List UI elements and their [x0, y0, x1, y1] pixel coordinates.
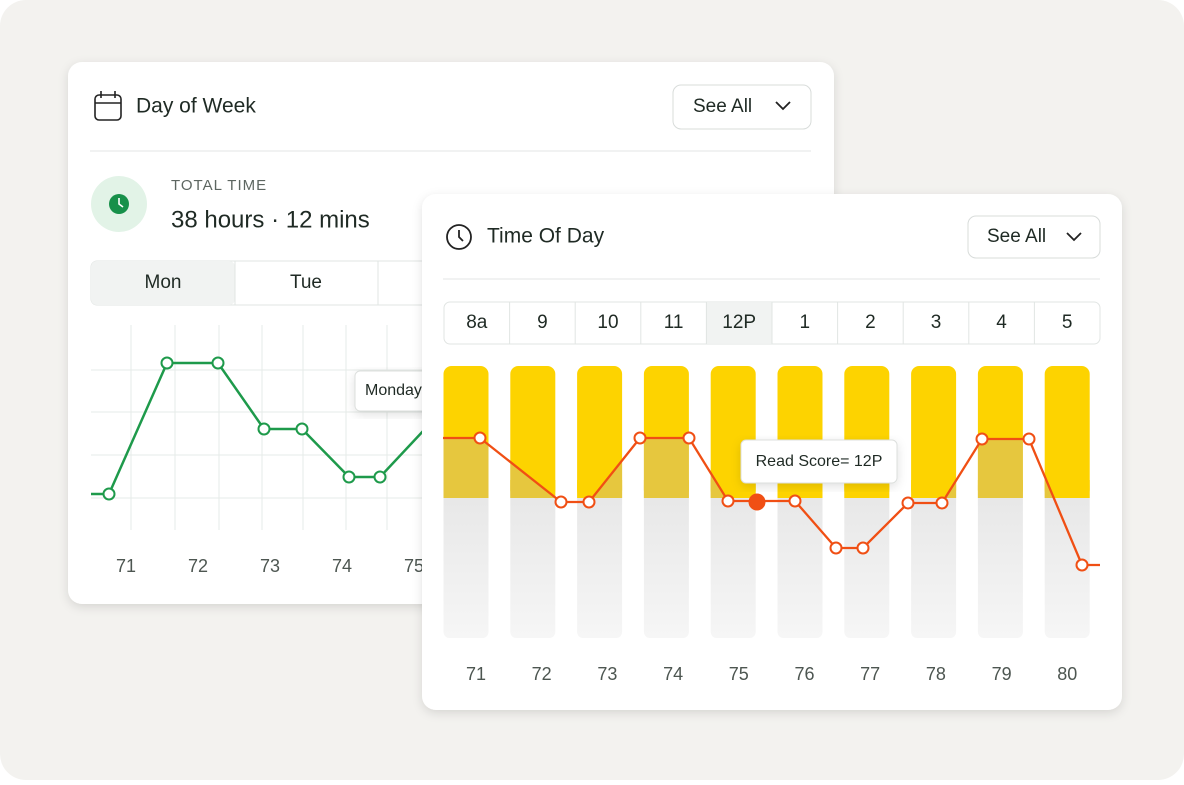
clock-icon [446, 224, 472, 250]
bar-bottom [1044, 480, 1090, 638]
time-of-day-card: Time Of Day See All 8a 9 10 11 12P 1 2 3 4 5 Read… [422, 194, 1122, 710]
bar-top-square [443, 480, 489, 498]
bar-bottom [911, 480, 957, 638]
bar-bottom [510, 480, 556, 638]
total-label: TOTAL TIME [171, 177, 267, 194]
x-label: 74 [663, 664, 683, 684]
see-all-button[interactable] [967, 215, 1101, 259]
x-label: 77 [860, 664, 880, 684]
x-label: 71 [116, 556, 136, 576]
x-label: 75 [729, 664, 749, 684]
bar-bottom [577, 480, 623, 638]
x-label: 72 [188, 556, 208, 576]
bar-top-square [777, 480, 823, 498]
tab-active [91, 261, 235, 305]
bar-top-square [844, 480, 890, 498]
tooltip-text: Read Score= 12P [756, 453, 883, 470]
clock-hands [458, 230, 464, 242]
x-label: 71 [466, 664, 486, 684]
chevron [775, 101, 791, 111]
hour-tab[interactable]: 11 [664, 312, 684, 333]
x-label: 76 [794, 664, 814, 684]
tooltip-text: Monday [365, 382, 422, 399]
bar-bottom [710, 480, 756, 638]
bar-top [443, 366, 489, 498]
card-title: Day of Week [136, 95, 256, 118]
x-label: 72 [532, 664, 552, 684]
x-label: 78 [926, 664, 946, 684]
tab-label[interactable]: Mon [145, 272, 182, 293]
hour-tab[interactable]: 8a [466, 312, 488, 333]
bar-top [510, 366, 556, 498]
points [473, 431, 1089, 572]
bar-bottom [643, 480, 689, 638]
card-title: Time Of Day [487, 225, 605, 248]
hour-tab[interactable]: 10 [597, 312, 618, 333]
hour-tab[interactable]: 5 [1062, 312, 1073, 333]
bar-top [977, 366, 1023, 498]
calendar-icon [94, 91, 122, 121]
chevron [1066, 232, 1082, 242]
bar-top-square [643, 480, 689, 498]
hour-tab[interactable]: 12P [722, 312, 756, 333]
bar-bottom [844, 480, 890, 638]
x-label: 79 [992, 664, 1012, 684]
button-label: See All [693, 96, 752, 117]
bar-bottom [977, 480, 1023, 638]
bar-top [1044, 366, 1090, 498]
bar-top [911, 366, 957, 498]
points [102, 356, 387, 501]
bar-top-square [911, 480, 957, 498]
total-value: 38 hours · 12 mins [171, 206, 370, 233]
hour-tab[interactable]: 9 [537, 312, 548, 333]
bar-bottom [443, 480, 489, 638]
x-label: 73 [597, 664, 617, 684]
x-label: 73 [260, 556, 280, 576]
see-all-button[interactable] [672, 84, 812, 130]
bar-top [577, 366, 623, 498]
bar-top-square [977, 480, 1023, 498]
hour-tab[interactable]: 4 [996, 312, 1007, 333]
bar-top [643, 366, 689, 498]
button-label: See All [987, 226, 1046, 247]
x-label: 80 [1057, 664, 1077, 684]
x-label: 74 [332, 556, 352, 576]
tab-label[interactable]: Tue [290, 272, 322, 293]
bar-top-square [710, 480, 756, 498]
hour-tab[interactable]: 3 [931, 312, 942, 333]
x-label: 75 [404, 556, 424, 576]
bar-top-square [1044, 480, 1090, 498]
bar-top-square [510, 480, 556, 498]
clock-hands [118, 198, 124, 208]
tab-active [706, 303, 772, 343]
hour-tab[interactable]: 2 [865, 312, 876, 333]
tooltip [740, 439, 898, 484]
hour-tab[interactable]: 1 [800, 312, 811, 333]
